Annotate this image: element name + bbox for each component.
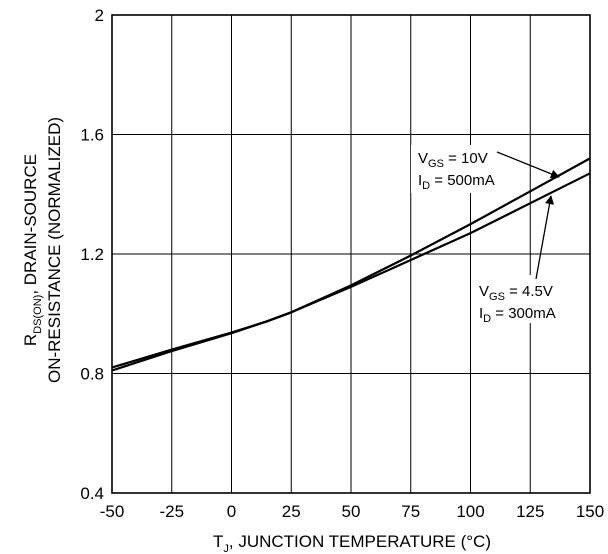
x-tick-label: 75 — [401, 502, 420, 521]
annotation-arrow — [535, 195, 554, 280]
x-tick-label: 25 — [282, 502, 301, 521]
x-axis-title: TJ, JUNCTION TEMPERATURE (°C) — [213, 532, 491, 554]
x-tick-label: 50 — [342, 502, 361, 521]
annotation-vgs-4-5v: VGS = 4.5V ID = 300mA — [473, 195, 563, 325]
y-tick-label: 0.4 — [80, 484, 104, 503]
annotation-line1: VGS = 10V — [418, 150, 488, 170]
annotation-line2: ID = 500mA — [418, 172, 495, 192]
y-tick-label: 1.6 — [80, 126, 104, 145]
y-tick-label: 0.8 — [80, 365, 104, 384]
x-tick-label: 100 — [456, 502, 484, 521]
annotation-arrow — [496, 151, 560, 179]
plot-frame — [111, 14, 591, 494]
y-tick-label: 1.2 — [80, 245, 104, 264]
annotation-line1: VGS = 4.5V — [479, 283, 553, 303]
annotation-vgs-10v: VGS = 10V ID = 500mA — [411, 145, 560, 193]
grid-layer — [112, 15, 590, 493]
y-axis-title-line2: ON-RESISTANCE (NORMALIZED) — [45, 117, 64, 383]
x-tick-label: 150 — [576, 502, 604, 521]
x-tick-label: 125 — [516, 502, 544, 521]
series-line-2 — [111, 172, 591, 369]
x-tick-label: -50 — [100, 502, 125, 521]
annotation-background — [411, 145, 499, 193]
annotation-line2: ID = 300mA — [479, 305, 556, 325]
x-tick-label: 0 — [227, 502, 236, 521]
y-axis-title: RDS(ON), DRAIN-SOURCE ON-RESISTANCE (NOR… — [21, 117, 64, 383]
tick-labels: -50 -25 0 25 50 75 100 125 150 0.4 0.8 1.2 1.6 2 — [80, 6, 604, 521]
y-tick-label: 2 — [95, 6, 104, 25]
y-axis-title-line1: RDS(ON), DRAIN-SOURCE — [21, 154, 44, 346]
x-tick-label: -25 — [159, 502, 184, 521]
series-layer — [111, 157, 591, 372]
annotation-background — [473, 275, 563, 323]
